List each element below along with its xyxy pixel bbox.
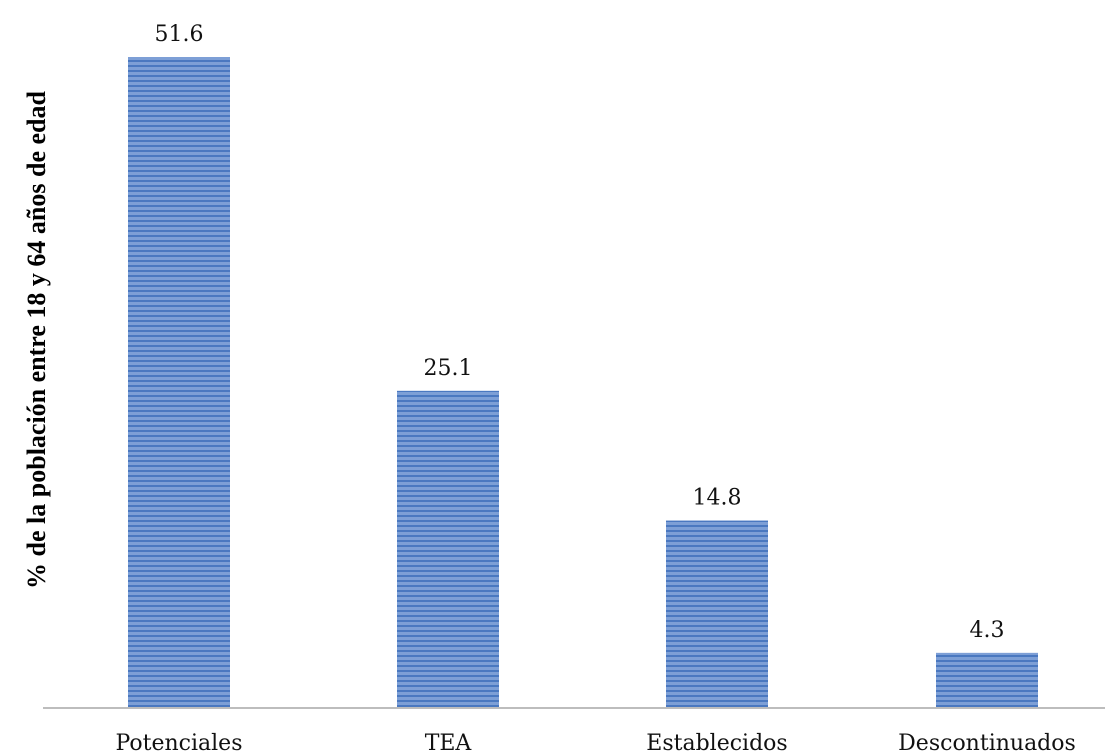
value-label: 25.1 [424, 356, 473, 381]
category-label: Potenciales [115, 731, 242, 756]
bar-tea [397, 390, 499, 707]
bar-establecidos [666, 520, 768, 707]
value-label: 14.8 [693, 486, 742, 511]
value-label: 4.3 [970, 618, 1005, 643]
bars-group [128, 57, 1038, 707]
bar-descontinuados [936, 652, 1038, 707]
y-axis-title: % de la población entre 18 y 64 años de … [22, 91, 51, 589]
category-label: Establecidos [646, 731, 787, 756]
category-labels-group: Potenciales TEA Establecidos Descontinuados [115, 731, 1075, 756]
bar-potenciales [128, 57, 230, 707]
category-label: Descontinuados [898, 731, 1076, 756]
category-label: TEA [425, 731, 473, 756]
value-label: 51.6 [155, 22, 204, 47]
value-labels-group: 51.6 25.1 14.8 4.3 [155, 22, 1005, 643]
